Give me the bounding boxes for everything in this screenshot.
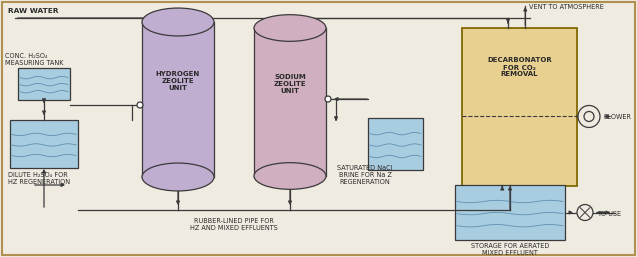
Text: VENT TO ATMOSPHERE: VENT TO ATMOSPHERE bbox=[529, 4, 604, 10]
Text: CONC. H₂SO₄
MEASURING TANK: CONC. H₂SO₄ MEASURING TANK bbox=[5, 53, 64, 66]
Text: DECARBONATOR
FOR CO₂
REMOVAL: DECARBONATOR FOR CO₂ REMOVAL bbox=[487, 58, 552, 78]
Circle shape bbox=[578, 105, 600, 127]
Text: SATURATED NaCl
BRINE FOR Na Z
REGENERATION: SATURATED NaCl BRINE FOR Na Z REGENERATI… bbox=[337, 165, 393, 185]
Bar bbox=[462, 28, 577, 186]
Circle shape bbox=[584, 112, 594, 122]
Circle shape bbox=[137, 102, 143, 108]
Text: TO USE: TO USE bbox=[597, 210, 621, 216]
Bar bbox=[10, 120, 78, 168]
Ellipse shape bbox=[254, 15, 326, 41]
Text: RAW WATER: RAW WATER bbox=[8, 8, 59, 14]
Text: STORAGE FOR AERATED
MIXED EFFLUENT: STORAGE FOR AERATED MIXED EFFLUENT bbox=[471, 243, 549, 256]
Ellipse shape bbox=[142, 8, 214, 36]
Bar bbox=[18, 68, 70, 100]
Ellipse shape bbox=[142, 163, 214, 191]
Circle shape bbox=[325, 96, 331, 102]
Ellipse shape bbox=[254, 163, 326, 189]
Text: SODIUM
ZEOLITE
UNIT: SODIUM ZEOLITE UNIT bbox=[274, 74, 306, 94]
Circle shape bbox=[577, 205, 593, 221]
Text: RUBBER-LINED PIPE FOR
HZ AND MIXED EFFLUENTS: RUBBER-LINED PIPE FOR HZ AND MIXED EFFLU… bbox=[190, 218, 278, 231]
Text: DILUTE H₂SO₄ FOR
HZ REGENERATION: DILUTE H₂SO₄ FOR HZ REGENERATION bbox=[8, 172, 70, 185]
Bar bbox=[142, 22, 214, 177]
Text: HYDROGEN
ZEOLITE
UNIT: HYDROGEN ZEOLITE UNIT bbox=[156, 71, 200, 91]
Bar bbox=[455, 185, 565, 240]
Bar bbox=[368, 118, 423, 170]
Bar bbox=[254, 28, 326, 176]
Text: BLOWER: BLOWER bbox=[603, 114, 631, 121]
